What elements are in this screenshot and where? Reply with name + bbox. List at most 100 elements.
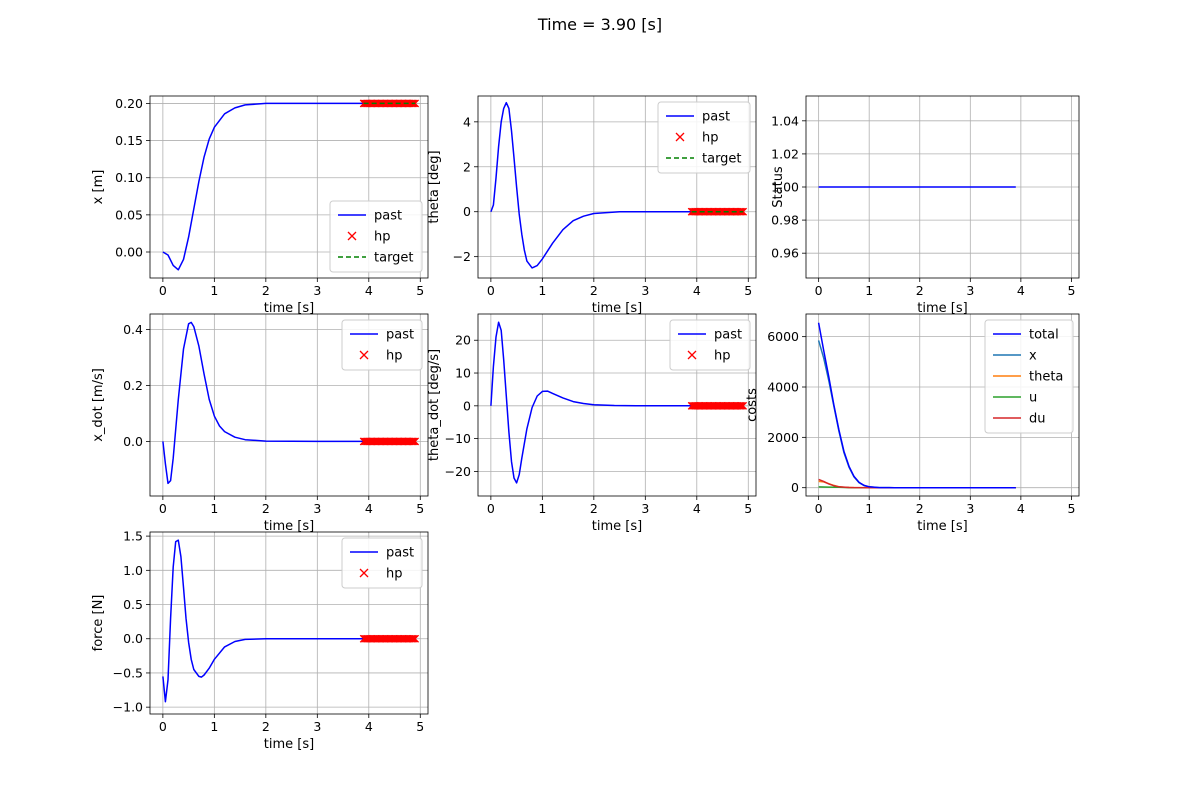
x-tick-label: 2 [916,501,924,516]
x-axis-label: time [s] [264,519,314,534]
y-tick-label: 0.10 [115,170,143,185]
y-tick-label: 1.5 [123,529,143,544]
x-tick-label: 3 [641,283,649,298]
series-hp [359,437,420,446]
y-tick-label: 2000 [767,430,799,445]
legend-label-target: target [374,251,414,266]
x-tick-label: 5 [1067,501,1075,516]
x-axis-label: time [s] [592,519,642,534]
y-tick-label: −2 [453,249,471,264]
series-total [817,322,1016,489]
x-tick-label: 4 [365,501,373,516]
series-hp [687,401,748,410]
y-tick-label: 1.0 [123,563,143,578]
plot-area [162,539,420,703]
legend-label-hp: hp [714,349,731,364]
axes-frame [149,531,429,715]
y-tick-label: 0.05 [115,207,143,222]
y-tick-label: 0 [463,398,471,413]
plot-area [162,321,420,485]
legend: past hp target [657,101,751,174]
x-axis-label: time [s] [592,301,642,316]
legend-label-past: past [714,328,742,343]
x-axis-label: time [s] [264,301,314,316]
legend-handle-hp [359,350,369,360]
legend-handle-hp [675,132,685,142]
series-du [818,478,1016,489]
x-tick-label: 0 [159,501,167,516]
y-axis-label: theta [deg] [427,150,442,223]
y-tick-label: 20 [455,333,471,348]
y-axis-label: Status [771,166,786,208]
y-tick-label: 1.00 [771,180,799,195]
x-tick-label: 0 [159,719,167,734]
y-tick-label: 0.4 [123,322,143,337]
y-tick-label: 0.5 [123,597,143,612]
y-tick-label: 0.0 [123,434,143,449]
x-tick-label: 5 [744,501,752,516]
hp-marker [408,437,417,446]
x-tick-label: 0 [487,501,495,516]
plot-area [490,101,748,269]
legend: past hp [669,319,751,371]
x-tick-label: 4 [1017,283,1025,298]
x-tick-label: 0 [487,283,495,298]
plot-area [490,321,748,484]
hp-marker [411,99,420,108]
subplot-status: 0 1 2 3 4 5 0.96 0.98 1.00 1.02 1.04 time [s] Status [771,95,1080,316]
legend-handle-hp [359,568,369,578]
legend-label-past: past [374,209,402,224]
axes-frame [477,95,757,279]
hp-marker [409,437,418,446]
subplot-force: 0 1 2 3 4 5 −1.0 −0.5 0.0 0.5 1.0 1.5 time [s] force … [91,529,429,752]
plot-area [162,99,420,271]
legend-label-hp: hp [374,230,391,245]
axes-frame [149,313,429,497]
y-axis-label: theta_dot [deg/s] [427,349,442,461]
y-tick-label: 4000 [767,380,799,395]
x-tick-label: 2 [262,501,270,516]
x-tick-label: 5 [744,283,752,298]
x-tick-label: 0 [815,501,823,516]
hp-marker [739,207,748,216]
y-axis-label: force [N] [91,595,106,652]
subplot-x_dot: 0 1 2 3 4 5 0.0 0.2 0.4 time [s] x_dot [m/s] past hp [91,313,429,534]
legend-label-total: total [1029,328,1059,343]
legend-label-past: past [386,328,414,343]
x-tick-label: 2 [262,283,270,298]
x-tick-label: 1 [210,283,218,298]
figure-title: Time = 3.90 [s] [537,15,662,34]
legend-label-hp: hp [386,349,403,364]
y-tick-label: 0 [463,204,471,219]
legend: past hp [341,537,423,589]
x-tick-label: 5 [416,283,424,298]
x-tick-label: 1 [538,283,546,298]
x-tick-label: 1 [210,719,218,734]
x-tick-label: 1 [538,501,546,516]
x-tick-label: 5 [1067,283,1075,298]
legend: total x theta u du [984,319,1074,434]
series-hp [359,634,420,643]
x-tick-label: 2 [262,719,270,734]
hp-marker [411,634,420,643]
y-axis-label: costs [745,388,760,422]
x-tick-label: 4 [693,283,701,298]
series-past [490,101,692,269]
series-past [162,102,364,271]
legend-label-past: past [386,546,414,561]
x-tick-label: 2 [590,501,598,516]
legend-handle-hp [687,350,697,360]
series-past [162,321,364,485]
hp-marker [409,634,418,643]
x-axis-label: time [s] [264,737,314,752]
x-tick-label: 4 [365,283,373,298]
legend-label-hp: hp [386,567,403,582]
x-tick-label: 5 [416,501,424,516]
legend-frame [984,319,1074,434]
hp-marker [737,401,746,410]
axes-frame [149,95,429,279]
y-tick-label: 0.20 [115,96,143,111]
subplot-costs: 0 1 2 3 4 5 0 2000 4000 6000 time [s] costs total x th… [745,313,1080,534]
plot-area [817,322,1016,489]
